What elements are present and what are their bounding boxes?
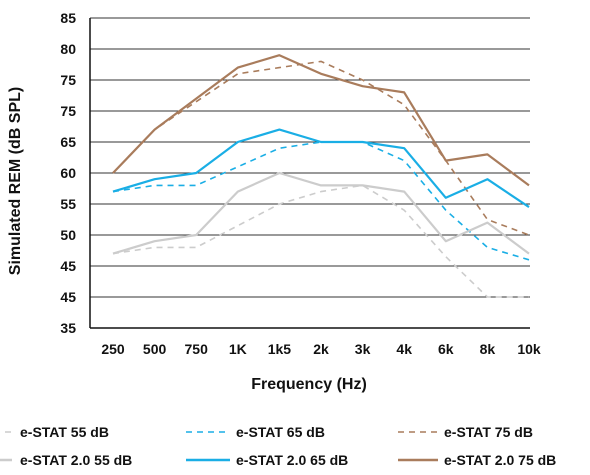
legend-item: e-STAT 55 dB xyxy=(0,424,109,440)
x-tick-label: 1k5 xyxy=(268,341,292,357)
y-tick-label: 75 xyxy=(60,103,76,119)
legend-item: e-STAT 75 dB xyxy=(398,424,533,440)
y-tick-label: 60 xyxy=(60,165,76,181)
y-axis-title: Simulated REM (dB SPL) xyxy=(7,87,24,275)
y-tick-label: 75 xyxy=(60,72,76,88)
x-tick-label: 750 xyxy=(185,341,209,357)
y-tick-label: 55 xyxy=(60,196,76,212)
legend-item: e-STAT 2.0 55 dB xyxy=(0,452,132,468)
y-tick-label: 50 xyxy=(60,227,76,243)
series-line-e-stat-2-0-55-db xyxy=(112,171,530,255)
y-tick-label: 45 xyxy=(60,258,76,274)
series-line-e-stat-55-db xyxy=(112,184,529,298)
legend-label: e-STAT 75 dB xyxy=(444,424,533,440)
x-tick-label: 250 xyxy=(101,341,125,357)
legend-item: e-STAT 65 dB xyxy=(186,424,325,440)
axes xyxy=(89,18,530,329)
legend-item: e-STAT 2.0 65 dB xyxy=(186,452,348,468)
y-tick-label: 45 xyxy=(60,289,76,305)
x-tick-label: 6k xyxy=(438,341,454,357)
legend-label: e-STAT 65 dB xyxy=(236,424,325,440)
y-tick-label: 65 xyxy=(60,134,76,150)
x-tick-label: 1K xyxy=(229,341,247,357)
x-tick-labels: 250 500 750 1K 1k5 2k 3k 4k 6k 8k 10k xyxy=(101,341,541,357)
legend-label: e-STAT 2.0 65 dB xyxy=(236,452,348,468)
x-tick-label: 10k xyxy=(517,341,541,357)
y-tick-labels: 35 45 45 50 55 60 65 75 75 80 85 xyxy=(60,10,76,336)
legend-label: e-STAT 2.0 75 dB xyxy=(444,452,556,468)
gridlines xyxy=(90,17,530,298)
series-line-e-stat-2-0-75-db xyxy=(112,54,530,187)
series-line-e-stat-2-0-65-db xyxy=(112,128,530,209)
x-axis-title: Frequency (Hz) xyxy=(251,376,367,393)
legend-label: e-STAT 55 dB xyxy=(20,424,109,440)
y-tick-label: 35 xyxy=(60,320,76,336)
legend: e-STAT 55 dB e-STAT 65 dB e-STAT 75 dB e-ST… xyxy=(0,424,556,468)
series-line-e-stat-65-db xyxy=(112,141,530,261)
x-tick-label: 4k xyxy=(396,341,412,357)
y-tick-label: 80 xyxy=(60,41,76,57)
series-line-e-stat-75-db xyxy=(112,60,530,236)
x-tick-label: 2k xyxy=(313,341,329,357)
legend-label: e-STAT 2.0 55 dB xyxy=(20,452,132,468)
x-tick-label: 8k xyxy=(480,341,496,357)
legend-item: e-STAT 2.0 75 dB xyxy=(398,452,556,468)
x-tick-label: 500 xyxy=(143,341,167,357)
series-lines xyxy=(112,54,530,298)
x-tick-label: 3k xyxy=(355,341,371,357)
y-tick-label: 85 xyxy=(60,10,76,26)
